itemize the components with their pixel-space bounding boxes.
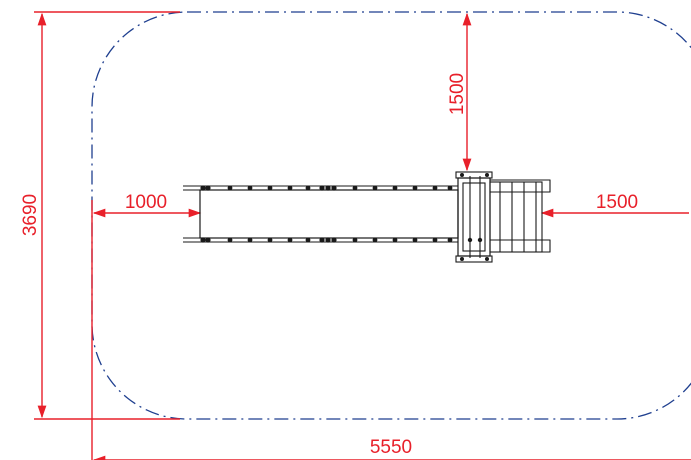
stair-handrail-bottom — [489, 239, 551, 253]
dimension-clearance-top-label: 1500 — [447, 73, 468, 115]
platform-inner — [462, 182, 486, 252]
dimension-width-label: 5550 — [370, 437, 412, 458]
rollers-bottom — [200, 237, 453, 243]
platform-bracket-top — [455, 171, 493, 179]
platform-bolts — [460, 173, 489, 261]
slide-bed — [199, 189, 459, 239]
platform-bracket-bottom — [455, 255, 493, 263]
dimension-lines — [34, 11, 691, 460]
equipment-plan — [183, 171, 551, 263]
dimension-clearance-left-label: 1000 — [125, 192, 167, 213]
rollers-top — [200, 185, 453, 191]
dimension-clearance-right-label: 1500 — [596, 192, 638, 213]
dimension-depth-label: 3690 — [20, 194, 41, 236]
safety-zone-boundary — [91, 11, 691, 420]
